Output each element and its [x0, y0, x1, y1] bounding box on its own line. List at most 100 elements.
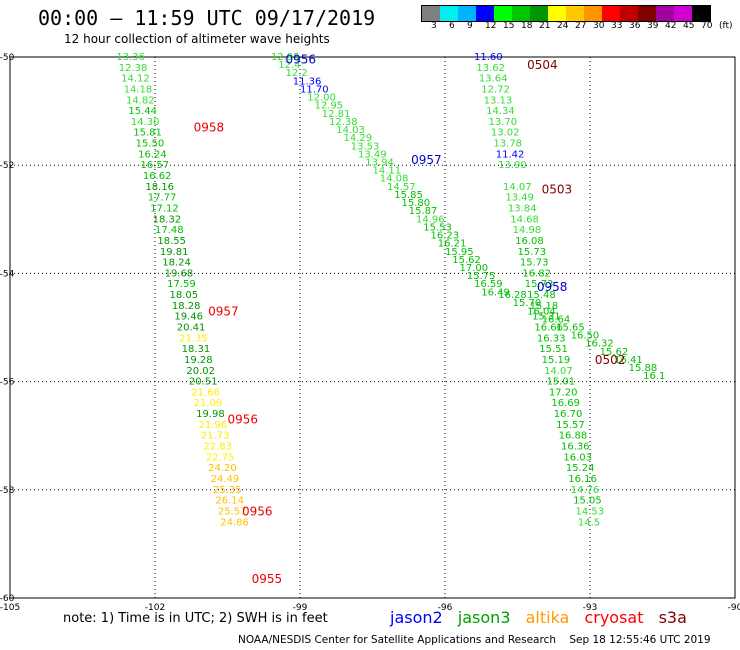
- color-swatch: [458, 6, 476, 21]
- color-swatch: [656, 6, 674, 21]
- wave-height-value: 15.75: [467, 271, 496, 282]
- wave-height-value: 21.73: [201, 431, 230, 442]
- wave-height-value: 14.96: [416, 214, 445, 225]
- wave-height-value: 16.82: [522, 268, 551, 279]
- color-swatch: [440, 6, 458, 21]
- pass-time-label: 0957: [411, 153, 442, 167]
- wave-height-value: 24.20: [208, 463, 237, 474]
- wave-height-value: 13.62: [476, 63, 505, 74]
- wave-height-value: 16.41: [614, 355, 643, 366]
- chart-subtitle: 12 hour collection of altimeter wave hei…: [64, 32, 330, 46]
- wave-height-value: 12.00: [307, 93, 336, 104]
- wave-height-value: 16.03: [563, 452, 592, 463]
- wave-height-value: 15.85: [394, 190, 423, 201]
- wave-height-value: 14.18: [124, 84, 153, 95]
- wave-height-value: 17.77: [148, 193, 177, 204]
- color-swatch: [548, 6, 566, 21]
- wave-height-value: 13.94: [365, 157, 394, 168]
- wave-height-value: 14.08: [380, 174, 409, 185]
- color-swatch: [566, 6, 584, 21]
- color-scale-label: 9: [467, 21, 473, 31]
- wave-height-value: 17.12: [150, 203, 179, 214]
- wave-height-value: 14.30: [131, 117, 160, 128]
- wave-height-value: 14.82: [126, 95, 155, 106]
- wave-height-value: 15.53: [423, 222, 452, 233]
- color-scale-label: 36: [629, 21, 641, 31]
- wave-height-value: 19.98: [196, 409, 225, 420]
- wave-height-value: 21.09: [194, 398, 223, 409]
- pass-time-label: 0503: [542, 183, 573, 197]
- wave-height-value: 14.53: [576, 506, 605, 517]
- color-scale-label: 33: [611, 21, 623, 31]
- wave-height-value: 15.51: [539, 344, 568, 355]
- wave-height-value: 13.49: [505, 193, 534, 204]
- wave-height-value: 19.68: [165, 268, 194, 279]
- wave-height-value: 15.81: [133, 128, 162, 139]
- wave-height-value: 12.72: [481, 84, 510, 95]
- wave-height-value: 21.96: [199, 420, 228, 431]
- wave-height-value: 12.4: [278, 60, 300, 71]
- color-scale-label: 27: [575, 21, 587, 31]
- wave-height-value: 12.81: [322, 109, 351, 120]
- legend-s3a: s3a: [658, 608, 687, 627]
- wave-height-value: 15.73: [520, 258, 549, 269]
- wave-height-value: 15.24: [566, 463, 595, 474]
- x-tick-label: -90: [728, 603, 740, 613]
- wave-height-value: 17.59: [167, 279, 196, 290]
- wave-height-value: 15.31: [532, 312, 561, 323]
- wave-height-value: 15.05: [573, 496, 602, 507]
- wave-height-value: 26.14: [215, 496, 244, 507]
- wave-height-value: 11.36: [293, 76, 322, 87]
- pass-time-label: 0957: [208, 304, 239, 318]
- wave-height-value: 12.95: [315, 101, 344, 112]
- wave-height-value: 17.48: [155, 225, 184, 236]
- color-swatch: [638, 6, 656, 21]
- pass-time-label: 0958: [537, 280, 568, 294]
- wave-height-value: 13.53: [351, 141, 380, 152]
- legend-cryosat: cryosat: [584, 608, 644, 627]
- wave-height-value: 15.18: [530, 301, 559, 312]
- y-tick-label: -54: [0, 269, 15, 279]
- wave-height-value: 12.95: [271, 52, 300, 63]
- wave-height-value: 13.13: [484, 95, 513, 106]
- y-tick-label: -50: [0, 53, 15, 63]
- wave-height-value: 15.62: [600, 347, 629, 358]
- wave-height-value: 21.35: [179, 333, 208, 344]
- wave-height-value: 14.29: [344, 133, 373, 144]
- color-swatch: [530, 6, 548, 21]
- wave-height-value: 15.57: [556, 420, 585, 431]
- color-swatch: [584, 6, 602, 21]
- wave-height-value: 11.42: [496, 149, 525, 160]
- x-tick-label: -96: [438, 603, 453, 613]
- x-tick-label: -99: [293, 603, 308, 613]
- color-scale-label: 15: [503, 21, 515, 31]
- color-scale-label: 3: [431, 21, 437, 31]
- wave-height-value: 14.5: [578, 517, 600, 528]
- y-tick-label: -58: [0, 486, 15, 496]
- pass-time-label: 0956: [242, 504, 273, 518]
- wave-height-value: 16.64: [542, 314, 571, 325]
- wave-height-value: 25.57: [218, 506, 247, 517]
- wave-height-value: 13.84: [508, 203, 537, 214]
- legend-altika: altika: [525, 608, 570, 627]
- wave-height-value: 11.70: [300, 84, 329, 95]
- wave-height-value: 15.50: [136, 139, 165, 150]
- wave-height-value: 15.73: [518, 247, 547, 258]
- wave-height-value: 18.24: [162, 258, 191, 269]
- legend-jason2: jason2: [390, 608, 443, 627]
- plot-frame: [9, 56, 736, 599]
- wave-height-value: 15.70: [513, 298, 542, 309]
- wave-height-value: 16.66: [534, 323, 563, 334]
- wave-height-value: 16.69: [551, 398, 580, 409]
- wave-height-value: 19.28: [184, 355, 213, 366]
- wave-height-value: 15.87: [409, 206, 438, 217]
- wave-height-value: 13.70: [489, 117, 518, 128]
- wave-height-value: 14.34: [486, 106, 515, 117]
- wave-height-value: 14.76: [571, 485, 600, 496]
- wave-height-value: 16.24: [138, 149, 167, 160]
- wave-height-value: 18.32: [153, 214, 182, 225]
- wave-height-value: 16.57: [141, 160, 170, 171]
- wave-height-value: 13.78: [493, 139, 522, 150]
- wave-height-value: 20.51: [189, 377, 218, 388]
- pass-time-label: 0956: [228, 412, 259, 426]
